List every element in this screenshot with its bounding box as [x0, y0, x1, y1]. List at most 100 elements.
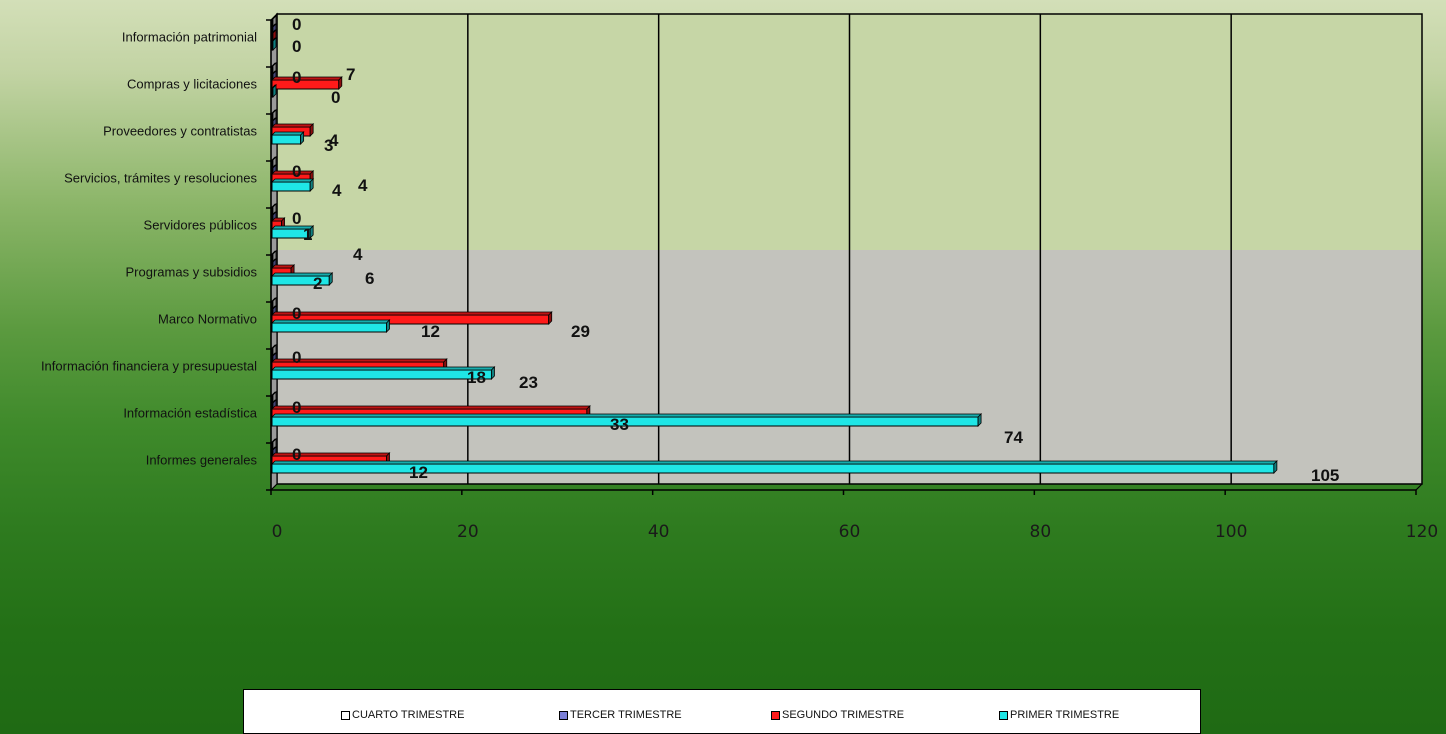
- bar-face: [271, 322, 387, 333]
- category-label: Información financiera y presupuestal: [41, 359, 257, 374]
- bar-face: [271, 181, 311, 192]
- bar-end: [272, 37, 277, 51]
- data-label: 0: [292, 68, 301, 87]
- data-label: 29: [571, 322, 590, 341]
- data-label: 7: [346, 65, 355, 84]
- bar: [271, 178, 315, 192]
- bar-end: [491, 366, 495, 380]
- legend-label: TERCER TRIMESTRE: [570, 709, 682, 721]
- data-label: 0: [292, 162, 301, 181]
- bar: [271, 76, 343, 90]
- data-label: 0: [292, 398, 301, 417]
- bar-face: [271, 134, 302, 145]
- legend-label: PRIMER TRIMESTRE: [1010, 709, 1120, 721]
- legend-item: CUARTO TRIMESTRE: [341, 709, 464, 721]
- data-label: 0: [292, 348, 301, 367]
- data-label: 0: [292, 15, 301, 34]
- legend: CUARTO TRIMESTRE TERCER TRIMESTRE SEGUNDO …: [243, 689, 1201, 734]
- bar-top: [271, 76, 343, 81]
- legend-swatch: [999, 710, 1008, 720]
- data-label: 0: [292, 445, 301, 464]
- bar-top: [271, 319, 391, 324]
- data-label: 4: [329, 131, 339, 150]
- data-label: 2: [313, 274, 322, 293]
- bar: [271, 272, 334, 286]
- bar: [271, 225, 315, 239]
- data-label: 18: [467, 368, 486, 387]
- bar-end: [309, 178, 314, 192]
- data-label: 4: [332, 181, 342, 200]
- bar: [271, 131, 305, 145]
- bar: [271, 311, 553, 325]
- bar: [271, 366, 496, 380]
- bar: [271, 37, 277, 51]
- x-tick-label: 80: [1030, 522, 1052, 542]
- legend-item: PRIMER TRIMESTRE: [999, 709, 1119, 721]
- bar: [271, 460, 1278, 474]
- data-label: 33: [610, 415, 629, 434]
- bar: [271, 123, 315, 137]
- category-label: Información estadística: [123, 406, 257, 421]
- bar-end: [977, 413, 982, 427]
- bar-end: [309, 123, 314, 137]
- bar-top: [271, 272, 334, 277]
- bar-end: [338, 76, 343, 90]
- data-label: 105: [1311, 466, 1339, 485]
- bar-top: [271, 405, 591, 410]
- gridlines: [467, 14, 1232, 484]
- data-label: 74: [1004, 428, 1023, 447]
- x-tick-label: 40: [648, 522, 670, 542]
- bar: [271, 413, 983, 427]
- axes: [266, 19, 1423, 495]
- category-label: Proveedores y contratistas: [103, 124, 257, 139]
- data-label: 4: [353, 245, 363, 264]
- category-label: Programas y subsidios: [126, 265, 258, 280]
- x-tick-label: 20: [457, 522, 479, 542]
- legend-item: SEGUNDO TRIMESTRE: [771, 709, 904, 721]
- data-label: 6: [365, 269, 374, 288]
- legend-swatch: [341, 710, 350, 720]
- bar-top: [271, 131, 305, 136]
- bar-top: [271, 311, 553, 316]
- category-label: Informes generales: [146, 453, 258, 468]
- bar: [271, 84, 277, 98]
- category-label: Servicios, trámites y resoluciones: [64, 171, 257, 186]
- bar-end: [300, 131, 305, 145]
- bar-end: [309, 225, 314, 239]
- bar-top: [271, 264, 296, 269]
- bar-end: [328, 272, 333, 286]
- legend-label: CUARTO TRIMESTRE: [352, 709, 465, 721]
- legend-item: TERCER TRIMESTRE: [559, 709, 682, 721]
- bar: [271, 170, 315, 184]
- bar-end: [272, 84, 277, 98]
- data-label: 23: [519, 373, 538, 392]
- x-tick-label: 120: [1406, 522, 1438, 542]
- data-label: 0: [292, 37, 301, 56]
- data-label: 12: [421, 322, 440, 341]
- category-label: Información patrimonial: [122, 30, 257, 45]
- bar-end: [548, 311, 553, 325]
- data-label: 0: [331, 88, 340, 107]
- bar-top: [271, 123, 315, 128]
- bar-end: [386, 319, 390, 333]
- category-label: Compras y licitaciones: [127, 77, 258, 92]
- data-label: 0: [292, 209, 301, 228]
- legend-label: SEGUNDO TRIMESTRE: [782, 709, 905, 721]
- bar-top: [271, 452, 391, 457]
- bars: [271, 15, 1278, 474]
- x-tick-label: 0: [272, 522, 283, 542]
- data-label: 12: [409, 463, 428, 482]
- category-labels: Información patrimonial Compras y licitac…: [41, 30, 258, 468]
- data-label: 1: [303, 225, 312, 244]
- bar-face: [271, 369, 492, 380]
- legend-swatch: [771, 710, 780, 720]
- bar: [271, 358, 448, 372]
- x-tick-label: 60: [839, 522, 861, 542]
- category-label: Servidores públicos: [144, 218, 258, 233]
- x-axis-depth: [1415, 483, 1423, 491]
- data-label: 0: [292, 304, 301, 323]
- data-label: 3: [324, 136, 333, 155]
- data-label: 4: [358, 176, 368, 195]
